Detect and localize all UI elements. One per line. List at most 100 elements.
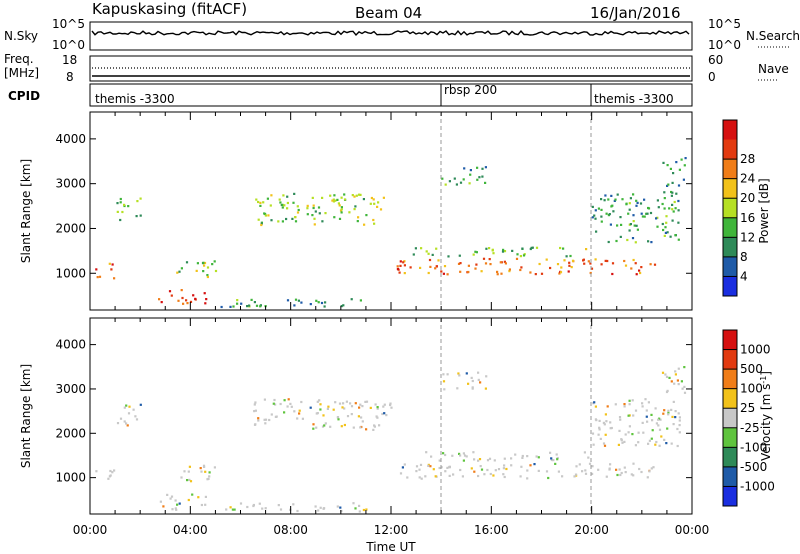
echo-cell bbox=[605, 212, 608, 215]
echo-cell bbox=[354, 507, 357, 510]
echo-cell bbox=[485, 375, 488, 378]
echo-cell bbox=[678, 424, 681, 427]
echo-cell bbox=[678, 416, 681, 419]
echo-cell bbox=[562, 247, 565, 250]
echo-cell bbox=[349, 402, 352, 405]
echo-cell bbox=[372, 428, 375, 431]
ytick-label: 2000 bbox=[55, 221, 86, 235]
echo-cell bbox=[584, 469, 587, 472]
echo-cell bbox=[503, 260, 506, 263]
echo-cell bbox=[649, 211, 653, 215]
echo-cell bbox=[358, 510, 361, 513]
echo-cell bbox=[438, 466, 441, 470]
echo-cell bbox=[362, 508, 365, 512]
echo-cell bbox=[254, 401, 257, 404]
echo-cell bbox=[654, 443, 657, 446]
echo-cell bbox=[587, 456, 590, 459]
echo-cell bbox=[246, 505, 249, 509]
freq-frame bbox=[89, 55, 693, 82]
echo-cell bbox=[236, 302, 239, 305]
echo-cell bbox=[655, 422, 658, 425]
echo-cell bbox=[279, 201, 282, 204]
echo-cell bbox=[574, 473, 578, 476]
echo-cell bbox=[471, 386, 474, 389]
echo-cell bbox=[189, 300, 193, 303]
echo-cell bbox=[612, 210, 615, 213]
echo-cell bbox=[611, 272, 614, 276]
echo-cell bbox=[668, 376, 671, 379]
colorbar-tick-label: 8 bbox=[740, 250, 748, 264]
nsearch-label: N.Search bbox=[746, 29, 800, 43]
echo-cell bbox=[628, 202, 631, 205]
echo-cell bbox=[470, 467, 473, 470]
echo-cell bbox=[259, 201, 262, 204]
echo-cell bbox=[591, 465, 594, 468]
echo-cell bbox=[597, 433, 600, 436]
colorbar-swatch bbox=[723, 217, 737, 238]
echo-cell bbox=[176, 271, 179, 274]
echo-cell bbox=[600, 208, 603, 211]
echo-cell bbox=[197, 496, 200, 499]
velocity-colorbar-label: Velocity [m s-1] bbox=[759, 371, 773, 461]
echo-cell bbox=[598, 419, 601, 422]
echo-cell bbox=[526, 455, 529, 458]
echo-cell bbox=[653, 263, 657, 266]
echo-cell bbox=[606, 405, 609, 408]
echo-cell bbox=[628, 208, 631, 211]
echo-cell bbox=[443, 265, 447, 268]
echo-cell bbox=[583, 451, 586, 454]
echo-cell bbox=[604, 433, 607, 436]
echo-cell bbox=[96, 276, 99, 279]
echo-cell bbox=[189, 480, 193, 483]
echo-cell bbox=[467, 264, 470, 267]
echo-cell bbox=[636, 201, 639, 204]
echo-cell bbox=[111, 263, 114, 266]
echo-cell bbox=[521, 247, 524, 250]
echo-cell bbox=[559, 246, 562, 250]
echo-cell bbox=[448, 474, 451, 477]
echo-cell bbox=[286, 201, 289, 205]
echo-cell bbox=[333, 216, 336, 219]
echo-cell bbox=[611, 262, 615, 265]
echo-cell bbox=[650, 241, 653, 244]
echo-cell bbox=[658, 444, 661, 447]
echo-cell bbox=[158, 298, 161, 301]
echo-cell bbox=[683, 366, 686, 369]
echo-cell bbox=[667, 413, 670, 416]
echo-cell bbox=[664, 231, 667, 234]
echo-cell bbox=[660, 435, 663, 438]
echo-cell bbox=[461, 475, 464, 478]
velocity-xticks bbox=[89, 318, 693, 514]
echo-cell bbox=[195, 269, 198, 272]
echo-cell bbox=[233, 508, 236, 511]
echo-cell bbox=[350, 298, 353, 301]
echo-cell bbox=[463, 167, 466, 170]
echo-cell bbox=[511, 249, 514, 252]
echo-cell bbox=[369, 406, 372, 409]
echo-cell bbox=[643, 198, 646, 201]
echo-cell bbox=[552, 459, 555, 462]
echo-cell bbox=[211, 263, 214, 266]
echo-cell bbox=[196, 262, 199, 265]
echo-cell bbox=[616, 224, 619, 227]
echo-cell bbox=[662, 412, 665, 415]
echo-cell bbox=[333, 194, 336, 197]
echo-cell bbox=[597, 207, 600, 210]
echo-cell bbox=[442, 452, 445, 455]
echo-cell bbox=[206, 274, 209, 277]
echo-cell bbox=[633, 224, 636, 227]
echo-cell bbox=[435, 247, 438, 250]
ytick-label: 4000 bbox=[55, 132, 86, 146]
echo-cell bbox=[321, 425, 325, 428]
echo-cell bbox=[361, 405, 364, 408]
nsearch-tick-bottom: 10^0 bbox=[708, 38, 741, 52]
echo-cell bbox=[342, 402, 345, 405]
echo-cell bbox=[285, 217, 288, 221]
echo-cell bbox=[336, 416, 340, 419]
velocity-echo-layer bbox=[95, 366, 687, 513]
echo-cell bbox=[607, 240, 610, 244]
echo-cell bbox=[658, 428, 662, 431]
cpid-frame bbox=[89, 83, 693, 107]
ytick-label: 4000 bbox=[55, 338, 86, 352]
colorbar-swatch bbox=[723, 388, 737, 409]
